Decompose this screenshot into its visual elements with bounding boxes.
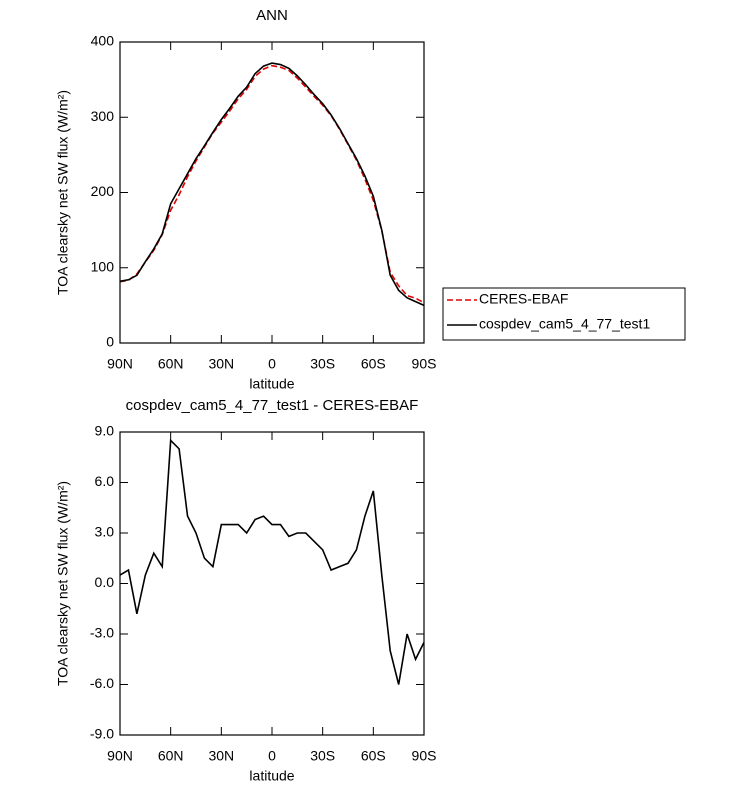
x-axis-label: latitude: [249, 768, 294, 784]
y-tick-label: 3.0: [95, 524, 115, 540]
y-tick-label: 200: [91, 183, 115, 199]
data-line: [119, 62, 425, 307]
x-tick-label: 30N: [208, 356, 234, 372]
data-line: [119, 64, 425, 304]
data-line: [119, 438, 425, 685]
plot-frame: [119, 431, 425, 736]
x-tick-label: 60S: [361, 356, 386, 372]
x-tick-label: 90N: [107, 748, 133, 764]
chart-title: ANN: [256, 7, 288, 24]
legend-label: cospdev_cam5_4_77_test1: [479, 316, 650, 332]
legend-box: [442, 287, 686, 341]
x-tick-label: 90N: [107, 356, 133, 372]
plot-frame: [119, 41, 425, 344]
x-tick-label: 90S: [412, 748, 437, 764]
x-tick-label: 30S: [310, 748, 335, 764]
y-tick-label: -6.0: [90, 675, 114, 691]
x-tick-label: 0: [268, 748, 276, 764]
x-tick-label: 60N: [158, 748, 184, 764]
x-tick-label: 0: [268, 356, 276, 372]
x-axis-label: latitude: [249, 376, 294, 392]
y-axis-label: TOA clearsky net SW flux (W/m²): [55, 90, 71, 295]
x-tick-label: 90S: [412, 356, 437, 372]
x-tick-label: 30S: [310, 356, 335, 372]
y-tick-label: -3.0: [90, 625, 114, 641]
y-tick-label: 6.0: [95, 473, 115, 489]
y-tick-label: 300: [91, 108, 115, 124]
y-tick-label: 0: [106, 334, 114, 350]
x-tick-label: 30N: [208, 748, 234, 764]
x-tick-label: 60S: [361, 748, 386, 764]
y-tick-label: 0.0: [95, 574, 115, 590]
y-axis-label: TOA clearsky net SW flux (W/m²): [55, 481, 71, 686]
x-tick-label: 60N: [158, 356, 184, 372]
chart-title: cospdev_cam5_4_77_test1 - CERES-EBAF: [126, 397, 419, 414]
y-tick-label: -9.0: [90, 726, 114, 742]
y-tick-label: 400: [91, 33, 115, 49]
legend-label: CERES-EBAF: [479, 291, 568, 307]
y-tick-label: 100: [91, 258, 115, 274]
y-tick-label: 9.0: [95, 423, 115, 439]
